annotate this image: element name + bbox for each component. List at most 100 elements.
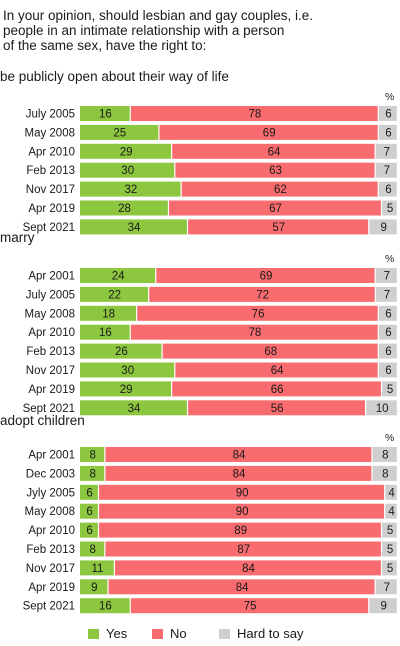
bar-segment-yes bbox=[80, 400, 187, 416]
value-label-yes: 16 bbox=[99, 327, 112, 339]
value-label-hard: 6 bbox=[385, 346, 391, 358]
bar-segment-hard bbox=[382, 560, 397, 576]
row-label: Jyly 2005 bbox=[26, 487, 75, 499]
value-label-hard: 6 bbox=[385, 365, 391, 377]
value-label-yes: 32 bbox=[124, 184, 137, 196]
row-label: Apr 2010 bbox=[28, 525, 75, 537]
row-label: Nov 2017 bbox=[26, 365, 75, 377]
value-label-no: 66 bbox=[271, 384, 284, 396]
bar-segment-hard bbox=[369, 219, 397, 235]
bar-segment-yes bbox=[80, 324, 130, 340]
value-label-yes: 34 bbox=[128, 403, 141, 415]
bar-segment-yes bbox=[80, 181, 181, 197]
value-label-yes: 30 bbox=[121, 165, 134, 177]
value-label-no: 84 bbox=[233, 450, 246, 462]
row-label: Sept 2021 bbox=[23, 222, 75, 234]
value-label-yes: 18 bbox=[102, 308, 115, 320]
row-label: Feb 2013 bbox=[26, 346, 75, 358]
value-label-yes: 29 bbox=[120, 384, 133, 396]
row-label: Apr 2001 bbox=[28, 450, 75, 462]
bar-segment-no bbox=[188, 219, 369, 235]
bar-segment-no bbox=[159, 124, 378, 140]
bar-segment-yes bbox=[80, 447, 105, 462]
bar-segment-yes bbox=[80, 362, 175, 378]
question-text: In your opinion, should lesbian and gay … bbox=[3, 8, 313, 23]
value-label-yes: 6 bbox=[86, 506, 92, 518]
section-title: be publicly open about their way of life bbox=[0, 69, 229, 84]
percent-unit-label: % bbox=[385, 91, 394, 103]
value-label-yes: 8 bbox=[90, 544, 96, 556]
legend-swatch-hard bbox=[219, 629, 230, 639]
bar-segment-hard bbox=[375, 286, 397, 302]
bar-segment-yes bbox=[80, 268, 156, 283]
value-label-yes: 24 bbox=[112, 271, 125, 283]
value-label-hard: 7 bbox=[384, 146, 390, 158]
bar-segment-no bbox=[105, 447, 372, 462]
value-label-hard: 7 bbox=[384, 289, 390, 301]
bar-segment-hard bbox=[378, 362, 397, 378]
bar-segment-yes bbox=[80, 305, 137, 321]
bar-segment-yes bbox=[80, 522, 98, 538]
bar-segment-hard bbox=[372, 447, 397, 462]
row-label: May 2008 bbox=[24, 127, 75, 139]
bar-segment-no bbox=[99, 522, 381, 538]
legend-label-hard: Hard to say bbox=[237, 626, 304, 641]
value-label-yes: 25 bbox=[113, 127, 126, 139]
value-label-yes: 16 bbox=[99, 601, 112, 613]
value-label-hard: 5 bbox=[387, 544, 393, 556]
row-label: May 2008 bbox=[24, 506, 75, 518]
bar-segment-yes bbox=[80, 484, 98, 500]
value-label-hard: 5 bbox=[387, 203, 393, 215]
bar-segment-no bbox=[130, 106, 378, 121]
value-label-hard: 7 bbox=[384, 582, 390, 594]
bar-segment-yes bbox=[80, 598, 130, 614]
bar-segment-no bbox=[156, 268, 375, 283]
value-label-hard: 8 bbox=[382, 450, 388, 462]
section-title: adopt children bbox=[0, 413, 85, 428]
value-label-yes: 6 bbox=[86, 487, 92, 499]
legend-label-yes: Yes bbox=[106, 626, 128, 641]
bar-segment-hard bbox=[378, 305, 397, 321]
value-label-no: 84 bbox=[242, 563, 255, 575]
value-label-no: 68 bbox=[264, 346, 277, 358]
bar-segment-no bbox=[162, 343, 378, 359]
section-title: marry bbox=[0, 230, 35, 245]
value-label-hard: 9 bbox=[380, 601, 386, 613]
bar-segment-no bbox=[172, 381, 381, 397]
value-label-yes: 28 bbox=[118, 203, 131, 215]
value-label-no: 64 bbox=[268, 146, 281, 158]
row-label: Apr 2001 bbox=[28, 271, 75, 283]
bar-segment-hard bbox=[375, 143, 397, 159]
bar-segment-no bbox=[149, 286, 375, 302]
value-label-yes: 26 bbox=[115, 346, 128, 358]
bar-segment-hard bbox=[382, 541, 397, 557]
row-label: July 2005 bbox=[26, 109, 75, 121]
bar-segment-no bbox=[175, 162, 375, 178]
bar-segment-hard bbox=[369, 598, 397, 614]
row-label: Dec 2003 bbox=[26, 468, 75, 480]
value-label-hard: 5 bbox=[387, 525, 393, 537]
bar-segment-yes bbox=[80, 343, 162, 359]
value-label-hard: 5 bbox=[387, 563, 393, 575]
bar-segment-no bbox=[105, 541, 381, 557]
bar-segment-hard bbox=[375, 579, 397, 595]
bar-segment-hard bbox=[378, 124, 397, 140]
value-label-yes: 22 bbox=[108, 289, 121, 301]
bar-segment-hard bbox=[382, 381, 397, 397]
bar-segment-no bbox=[105, 465, 372, 481]
row-label: Nov 2017 bbox=[26, 563, 75, 575]
bar-segment-no bbox=[172, 143, 375, 159]
value-label-no: 56 bbox=[271, 403, 284, 415]
bar-segment-yes bbox=[80, 465, 105, 481]
bar-segment-no bbox=[99, 484, 385, 500]
bar-segment-hard bbox=[372, 465, 397, 481]
bar-segment-hard bbox=[385, 503, 397, 519]
value-label-hard: 7 bbox=[384, 271, 390, 283]
value-label-no: 75 bbox=[244, 601, 257, 613]
row-label: Apr 2010 bbox=[28, 327, 75, 339]
bar-segment-no bbox=[188, 400, 365, 416]
value-label-no: 84 bbox=[236, 582, 249, 594]
bar-segment-yes bbox=[80, 219, 187, 235]
bar-segment-hard bbox=[385, 484, 397, 500]
bar-segment-yes bbox=[80, 106, 130, 121]
